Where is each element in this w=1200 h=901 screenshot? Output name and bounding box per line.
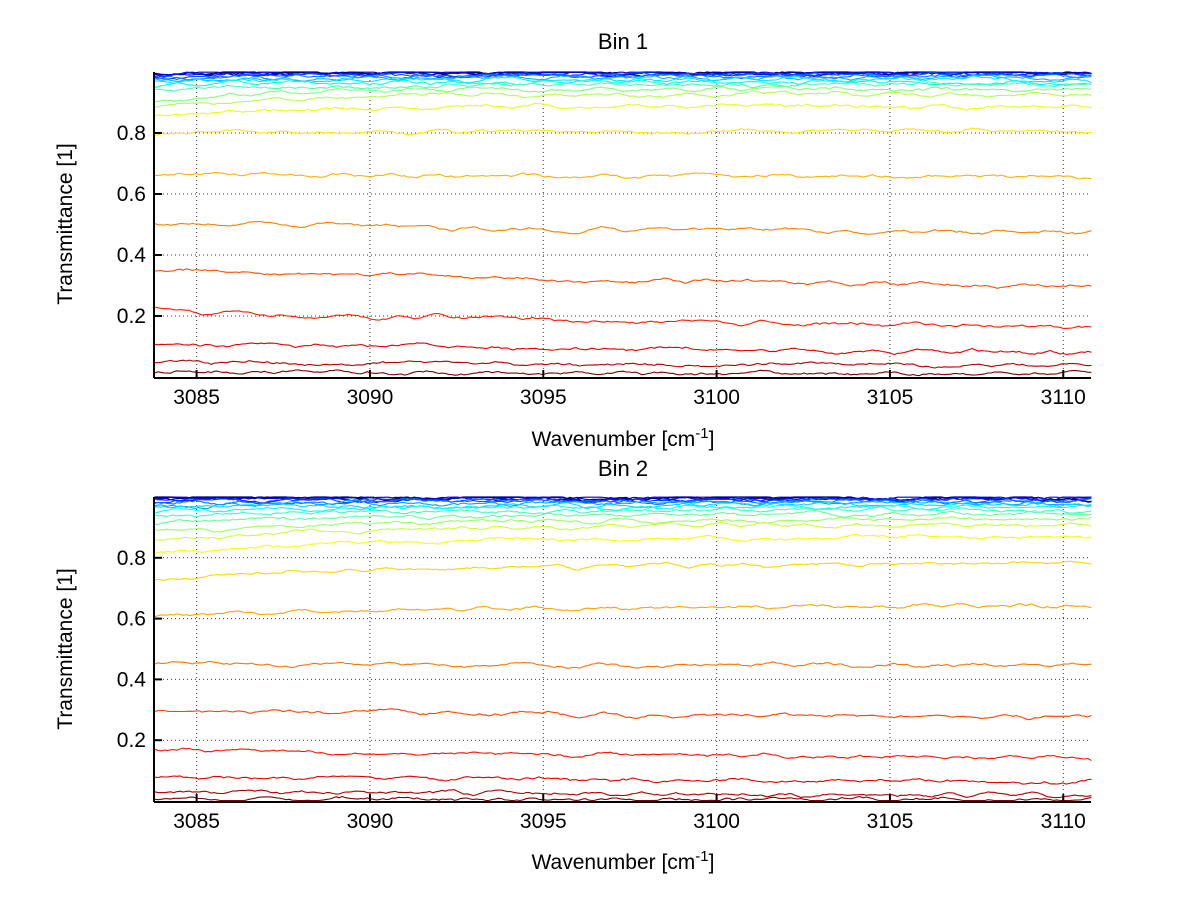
svg-text:3090: 3090: [347, 386, 394, 409]
plot-title-bin2: Bin 2: [597, 456, 649, 481]
svg-text:0.6: 0.6: [117, 183, 146, 206]
svg-text:3090: 3090: [347, 810, 394, 833]
svg-text:0.6: 0.6: [117, 608, 146, 631]
axes-box: [153, 497, 1091, 803]
svg-text:3095: 3095: [520, 386, 567, 409]
svg-text:0.4: 0.4: [117, 668, 147, 691]
x-axis-label-bin2: Wavenumber [cm-1]: [531, 848, 715, 874]
svg-text:3085: 3085: [173, 386, 220, 409]
tick-labels: 3085 3090 3095 3100 3105 3110 0.2 0.4 0.6 0.8: [117, 122, 1086, 409]
svg-text:3110: 3110: [1041, 386, 1086, 409]
svg-text:3105: 3105: [867, 810, 914, 833]
svg-text:0.8: 0.8: [117, 547, 146, 570]
svg-text:3100: 3100: [693, 386, 740, 409]
axes-box: [153, 72, 1091, 379]
subplot-2: 3085 3090 3095 3100 3105 3110 0.2 0.4 0.6 0.8: [117, 496, 1092, 833]
grid-lines: [155, 72, 1091, 377]
svg-text:3110: 3110: [1041, 810, 1086, 833]
tick-labels: 3085 3090 3095 3100 3105 3110 0.2 0.4 0.6 0.8: [117, 547, 1086, 833]
svg-text:3105: 3105: [867, 386, 914, 409]
svg-text:0.8: 0.8: [117, 122, 146, 145]
plot-title-bin1: Bin 1: [597, 29, 649, 54]
svg-text:0.2: 0.2: [117, 305, 146, 328]
svg-text:0.2: 0.2: [117, 729, 146, 752]
x-axis-label-bin1: Wavenumber [cm-1]: [531, 425, 715, 451]
series-lines: [154, 71, 1092, 377]
grid-lines: [155, 497, 1091, 801]
svg-text:3095: 3095: [520, 810, 567, 833]
svg-text:3100: 3100: [693, 810, 740, 833]
subplot-1: 3085 3090 3095 3100 3105 3110 0.2 0.4 0.6 0.8: [117, 71, 1092, 409]
svg-text:3085: 3085: [173, 810, 220, 833]
series-lines: [154, 496, 1092, 802]
svg-text:0.4: 0.4: [117, 244, 147, 267]
